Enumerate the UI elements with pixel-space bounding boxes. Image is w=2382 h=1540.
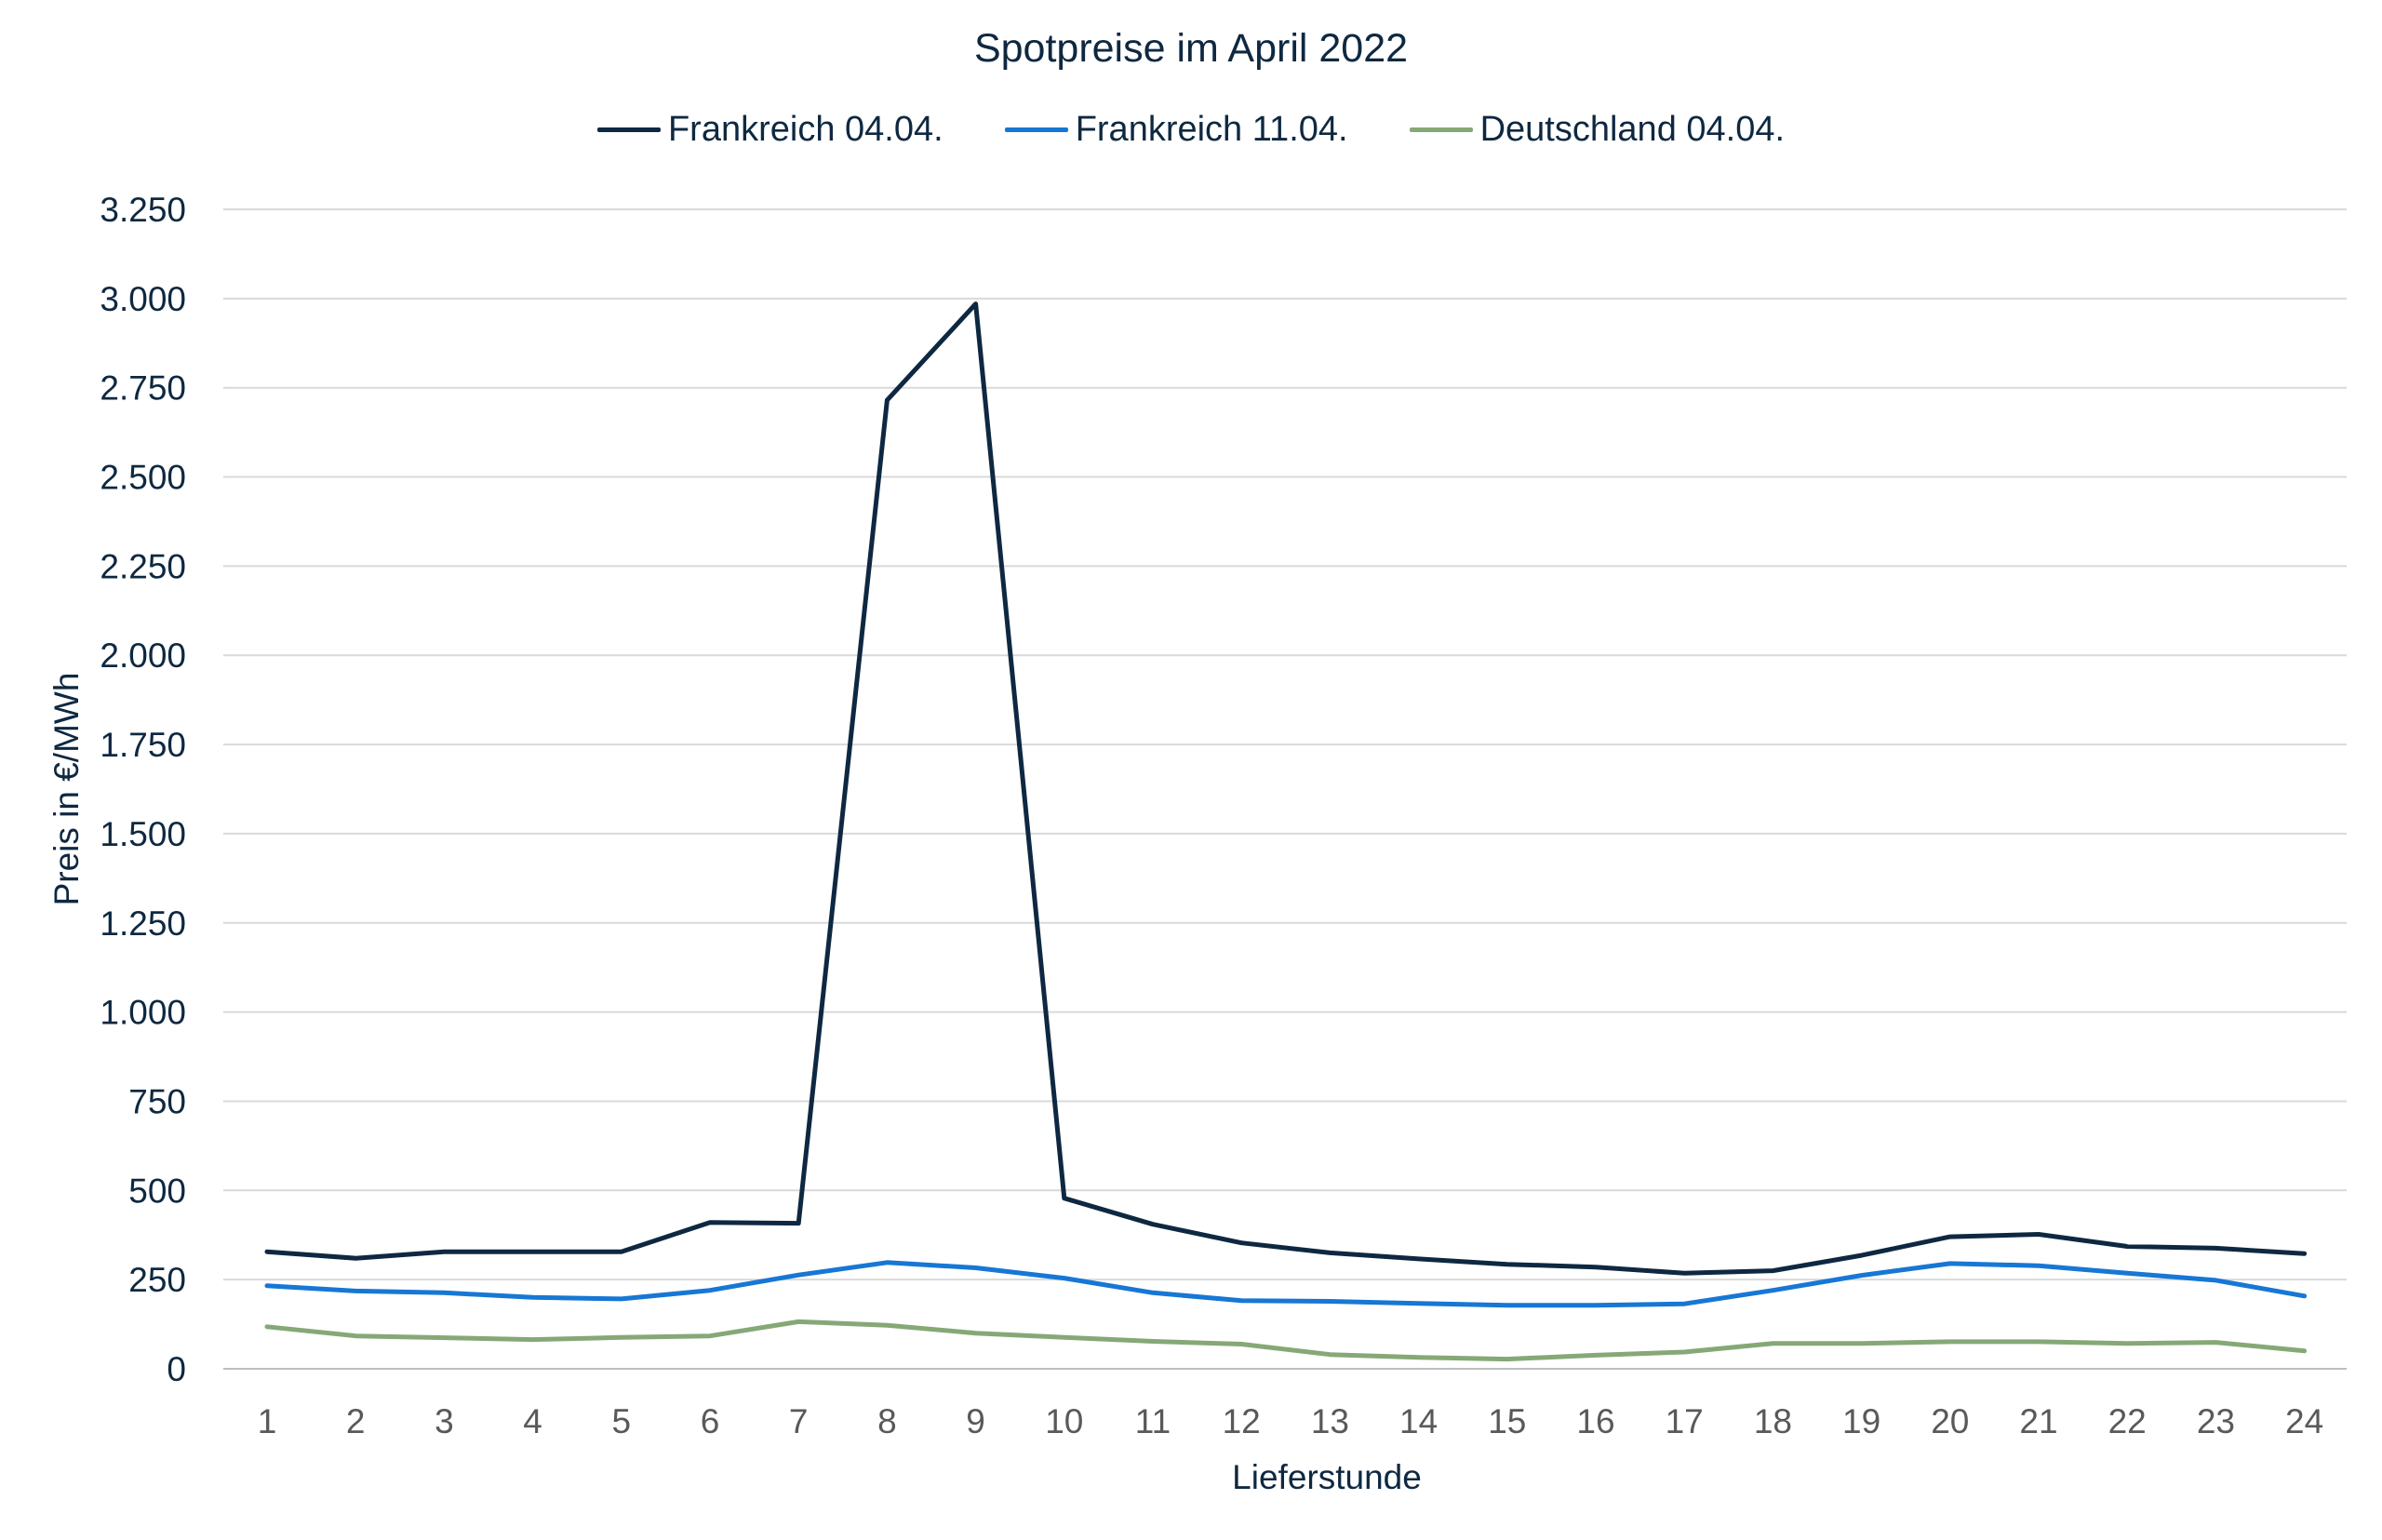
y-tick-label: 0 bbox=[167, 1350, 186, 1388]
x-tick-label: 3 bbox=[435, 1402, 454, 1440]
x-tick-label: 20 bbox=[1931, 1402, 1969, 1440]
y-tick-label: 500 bbox=[128, 1172, 186, 1210]
x-tick-label: 14 bbox=[1399, 1402, 1438, 1440]
chart-title: Spotpreise im April 2022 bbox=[973, 26, 1409, 71]
y-tick-label: 250 bbox=[128, 1261, 186, 1299]
x-tick-label: 6 bbox=[701, 1402, 720, 1440]
x-tick-label: 8 bbox=[877, 1402, 897, 1440]
x-tick-label: 17 bbox=[1666, 1402, 1704, 1440]
legend-label: Deutschland 04.04. bbox=[1479, 110, 1786, 149]
x-tick-label: 9 bbox=[966, 1402, 985, 1440]
legend-label: Frankreich 11.04. bbox=[1075, 110, 1348, 149]
y-tick-label: 3.000 bbox=[100, 280, 186, 318]
y-tick-label: 1.250 bbox=[100, 904, 186, 943]
y-tick-label: 2.000 bbox=[100, 636, 186, 675]
series-line-2 bbox=[264, 1319, 2308, 1362]
x-tick-label: 12 bbox=[1223, 1402, 1261, 1440]
y-tick-label: 1.750 bbox=[100, 726, 186, 764]
x-tick-label: 10 bbox=[1045, 1402, 1083, 1440]
x-tick-label: 23 bbox=[2197, 1402, 2235, 1440]
y-tick-label: 1.000 bbox=[100, 994, 186, 1032]
legend-swatch bbox=[596, 127, 661, 132]
chart-legend: Frankreich 04.04. Frankreich 11.04. Deut… bbox=[0, 110, 2382, 150]
x-axis-title: Lieferstunde bbox=[1232, 1458, 1422, 1496]
legend-item-deutschland-04: Deutschland 04.04. bbox=[1409, 110, 1786, 150]
x-tick-label: 7 bbox=[789, 1402, 809, 1440]
y-tick-label: 1.500 bbox=[100, 815, 186, 853]
legend-swatch bbox=[1409, 127, 1473, 132]
x-tick-label: 22 bbox=[2108, 1402, 2147, 1440]
legend-item-frankreich-11: Frankreich 11.04. bbox=[1004, 110, 1348, 150]
x-tick-label: 5 bbox=[612, 1402, 632, 1440]
x-tick-label: 24 bbox=[2285, 1402, 2323, 1440]
y-tick-label: 2.250 bbox=[100, 547, 186, 585]
x-tick-label: 18 bbox=[1754, 1402, 1792, 1440]
x-tick-label: 1 bbox=[258, 1402, 277, 1440]
y-tick-label: 2.500 bbox=[100, 459, 186, 497]
x-tick-label: 19 bbox=[1842, 1402, 1880, 1440]
x-tick-label: 16 bbox=[1576, 1402, 1614, 1440]
x-tick-label: 4 bbox=[523, 1402, 542, 1440]
series-line-0 bbox=[264, 301, 2308, 1276]
y-tick-label: 750 bbox=[128, 1082, 186, 1120]
y-tick-label: 3.250 bbox=[100, 191, 186, 229]
y-tick-label: 2.750 bbox=[100, 369, 186, 408]
legend-swatch bbox=[1004, 127, 1068, 132]
x-tick-label: 11 bbox=[1135, 1402, 1171, 1440]
x-tick-label: 13 bbox=[1311, 1402, 1349, 1440]
x-tick-label: 15 bbox=[1488, 1402, 1526, 1440]
y-axis-title: Preis in €/MWh bbox=[47, 673, 86, 906]
x-tick-label: 21 bbox=[2019, 1402, 2057, 1440]
legend-item-frankreich-04: Frankreich 04.04. bbox=[596, 110, 943, 150]
x-tick-label: 2 bbox=[346, 1402, 366, 1440]
legend-label: Frankreich 04.04. bbox=[667, 110, 943, 149]
series-line-1 bbox=[264, 1260, 2308, 1308]
